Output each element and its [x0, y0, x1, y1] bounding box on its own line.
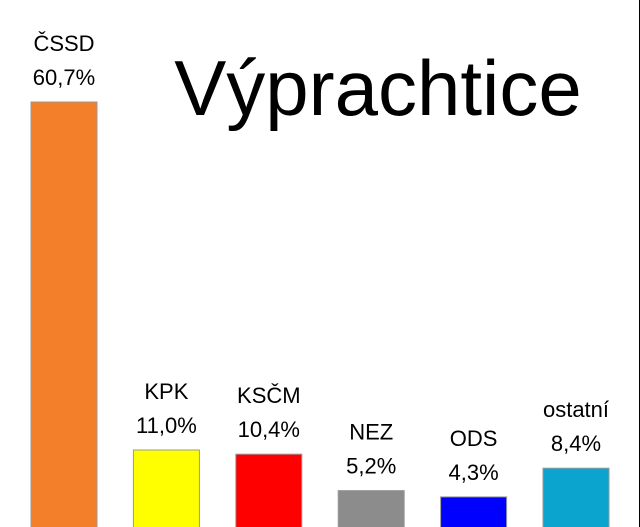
bar-category-label: ČSSD	[33, 31, 94, 56]
bar-2	[132, 449, 200, 527]
bar-value-label: 8,4%	[551, 431, 601, 456]
bar-value-label: 4,3%	[449, 460, 499, 485]
bar-value-label: 60,7%	[33, 65, 95, 90]
bar-1	[30, 101, 98, 527]
bar-value-label: 10,4%	[238, 417, 300, 442]
bar-category-label: NEZ	[349, 420, 393, 445]
bar-category-label: ostatní	[543, 397, 609, 422]
bar-4	[337, 490, 405, 527]
bars-group: 60,7% ČSSD 11,0% KPK 10,4% KSČM 5,2% NEZ 4,3% ODS…	[30, 31, 610, 527]
bar-5	[440, 496, 508, 527]
bar-3	[235, 453, 303, 527]
bar-value-label: 11,0%	[136, 413, 197, 438]
bar-category-label: KSČM	[237, 383, 301, 408]
bar-category-label: KPK	[144, 379, 188, 404]
bar-value-label: 5,2%	[346, 454, 396, 479]
bar-category-label: ODS	[450, 426, 498, 451]
bar-6	[542, 467, 610, 527]
chart-title: Výprachtice	[174, 44, 582, 132]
